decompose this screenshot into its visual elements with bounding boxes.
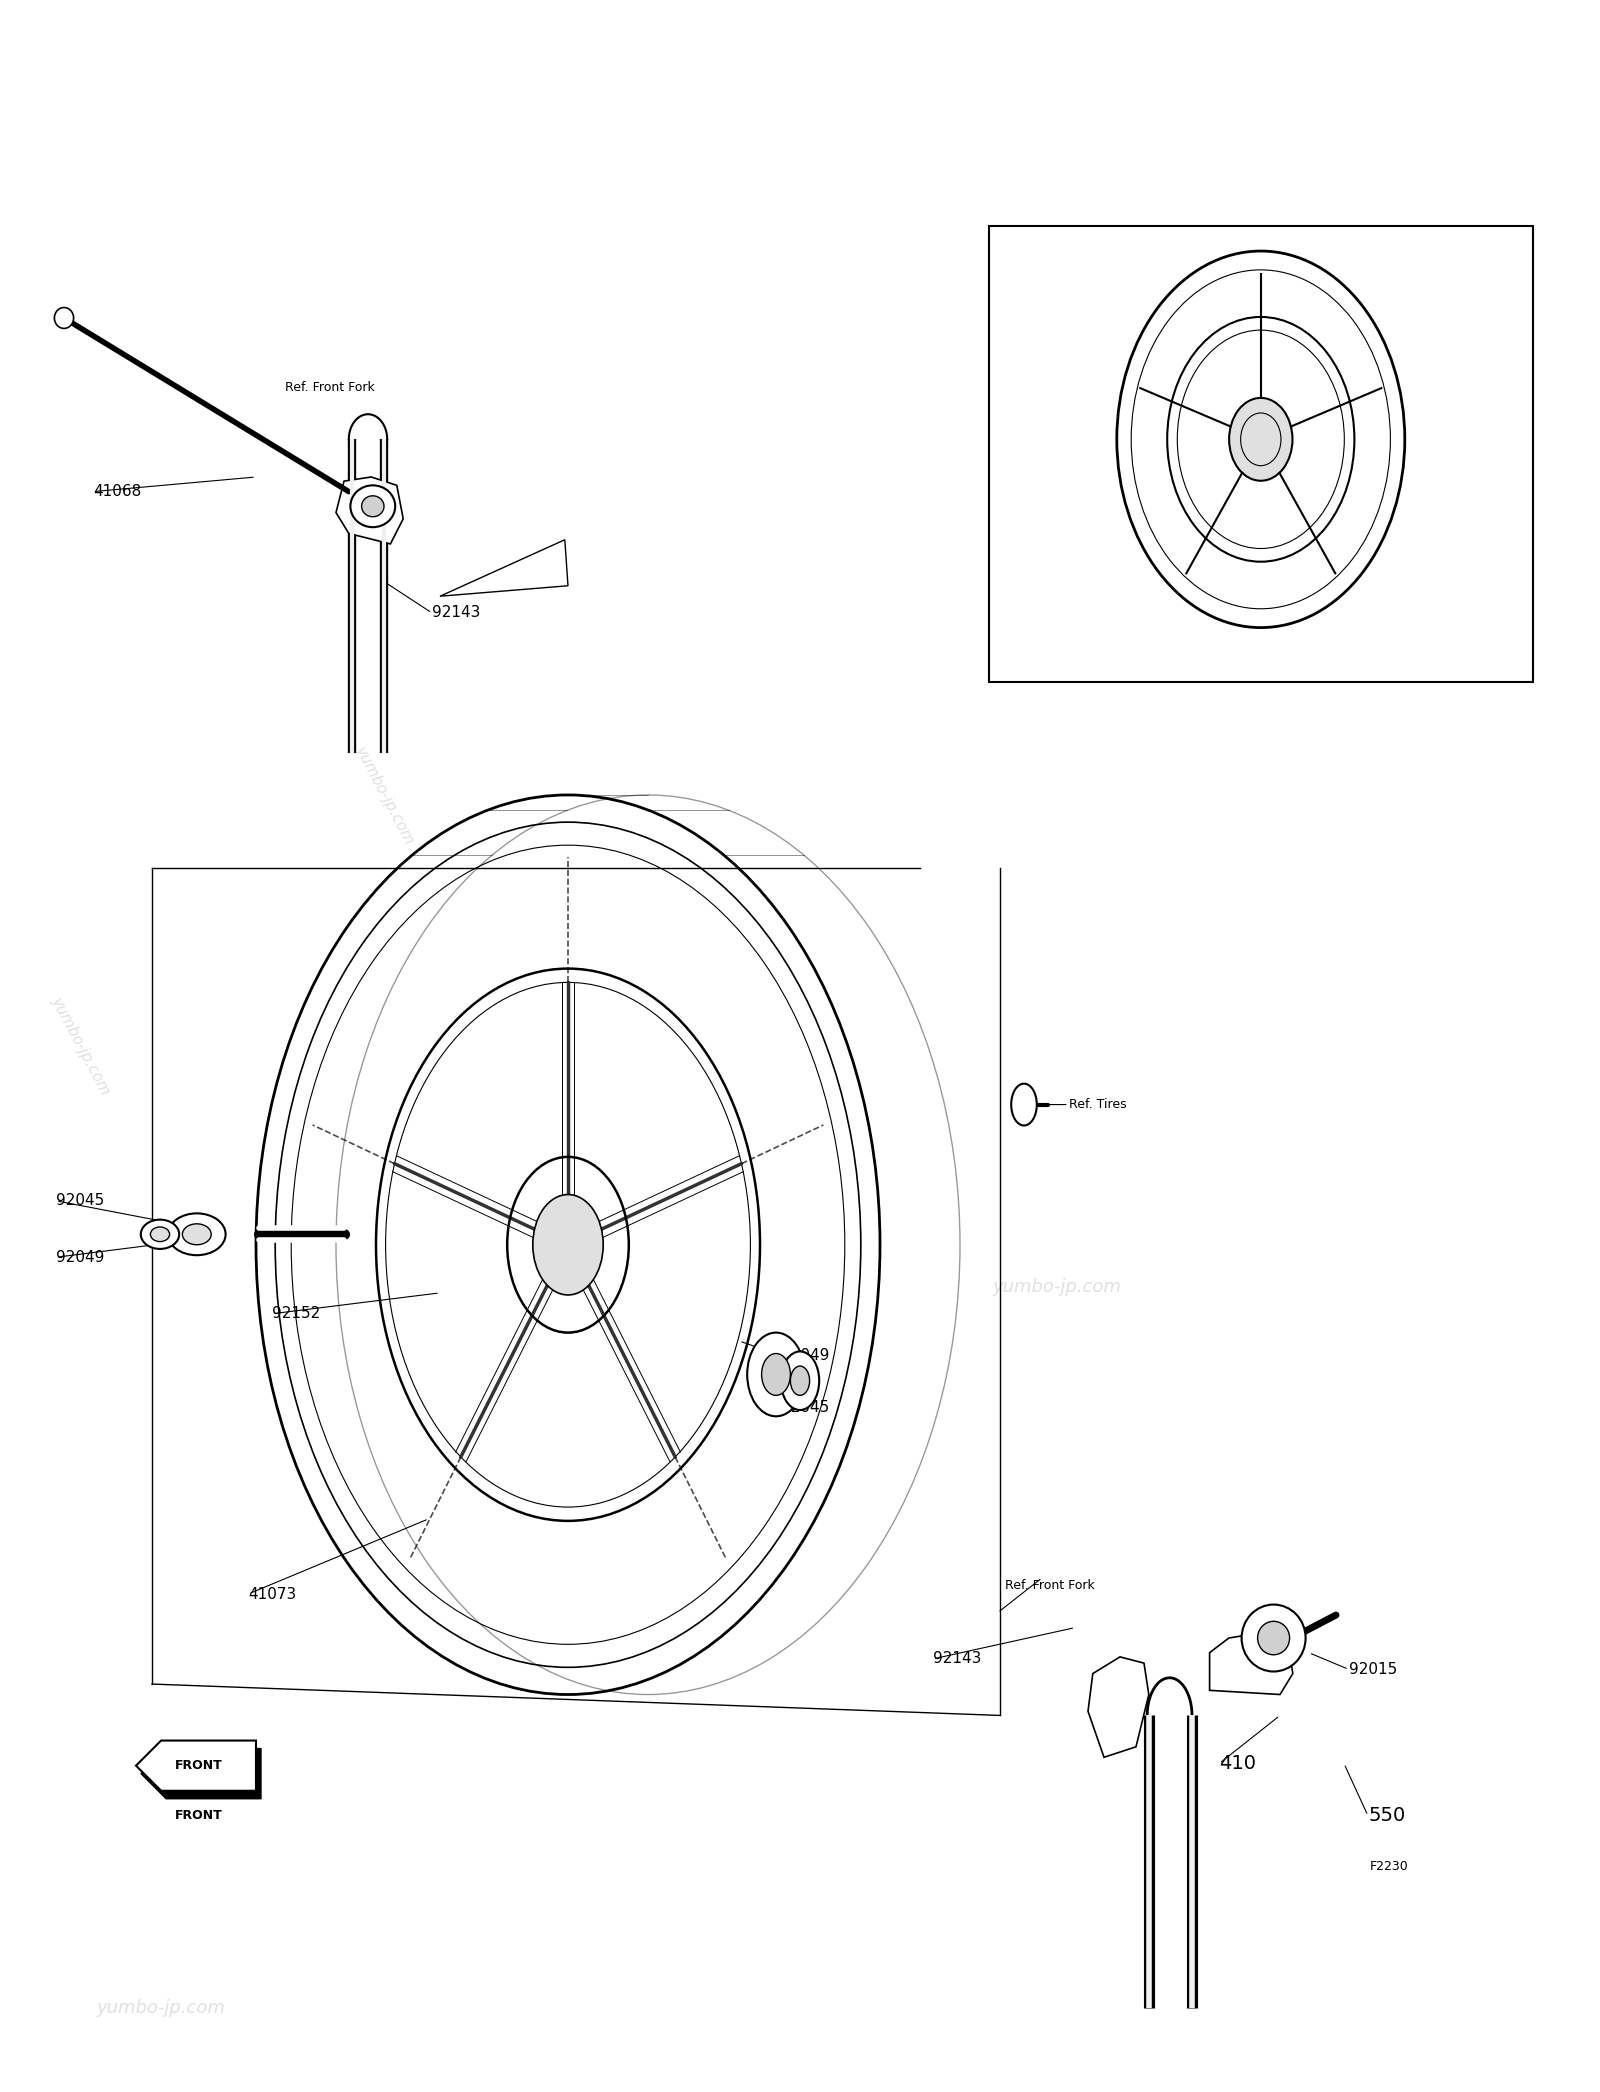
Text: 41068: 41068 (93, 483, 141, 500)
Text: 41073: 41073 (248, 1586, 296, 1602)
Text: (41073): (41073) (1005, 667, 1054, 680)
Text: F2230: F2230 (1370, 1860, 1408, 1872)
Ellipse shape (168, 1213, 226, 1255)
Ellipse shape (1240, 412, 1282, 467)
Text: W0D: W0D (1243, 234, 1278, 247)
Text: FRONT: FRONT (174, 1810, 222, 1822)
Ellipse shape (1011, 1084, 1037, 1125)
Polygon shape (141, 1749, 261, 1799)
Ellipse shape (781, 1351, 819, 1410)
Text: 92152: 92152 (272, 1305, 320, 1322)
Text: (ADFA): (ADFA) (1470, 667, 1512, 680)
Polygon shape (1088, 1657, 1149, 1757)
Text: 92015: 92015 (1349, 1661, 1397, 1678)
Ellipse shape (141, 1220, 179, 1249)
Text: yumbo-jp.com: yumbo-jp.com (352, 743, 416, 847)
Text: FRONT: FRONT (174, 1759, 222, 1772)
Text: 550: 550 (1368, 1805, 1405, 1826)
Ellipse shape (150, 1226, 170, 1243)
Text: 92049: 92049 (56, 1249, 104, 1266)
Ellipse shape (1258, 1621, 1290, 1655)
Ellipse shape (1242, 1605, 1306, 1672)
Ellipse shape (182, 1224, 211, 1245)
Text: 92045: 92045 (56, 1192, 104, 1209)
Text: 92143: 92143 (432, 605, 480, 621)
Text: Ref. Front Fork: Ref. Front Fork (285, 381, 374, 393)
Ellipse shape (54, 308, 74, 328)
Ellipse shape (747, 1333, 805, 1416)
Text: yumbo-jp.com: yumbo-jp.com (48, 994, 112, 1098)
Polygon shape (136, 1741, 256, 1791)
Bar (989, 226, 1533, 682)
Ellipse shape (790, 1366, 810, 1395)
Polygon shape (1210, 1632, 1293, 1695)
Ellipse shape (762, 1354, 790, 1395)
Text: 92049: 92049 (781, 1347, 829, 1364)
Text: Ref. Tires: Ref. Tires (1069, 1098, 1126, 1111)
Text: Black: Black (1240, 638, 1282, 651)
Ellipse shape (362, 496, 384, 517)
Text: Ref. Front Fork: Ref. Front Fork (1005, 1579, 1094, 1592)
Ellipse shape (1229, 397, 1293, 481)
Text: yumbo-jp.com: yumbo-jp.com (992, 1278, 1122, 1295)
Text: yumbo-jp.com: yumbo-jp.com (96, 2000, 226, 2017)
Text: 92143: 92143 (933, 1651, 981, 1667)
Text: 410: 410 (1219, 1753, 1256, 1774)
Polygon shape (336, 477, 403, 544)
Ellipse shape (533, 1195, 603, 1295)
Polygon shape (440, 540, 568, 596)
Text: 92045: 92045 (781, 1400, 829, 1416)
Ellipse shape (350, 485, 395, 527)
